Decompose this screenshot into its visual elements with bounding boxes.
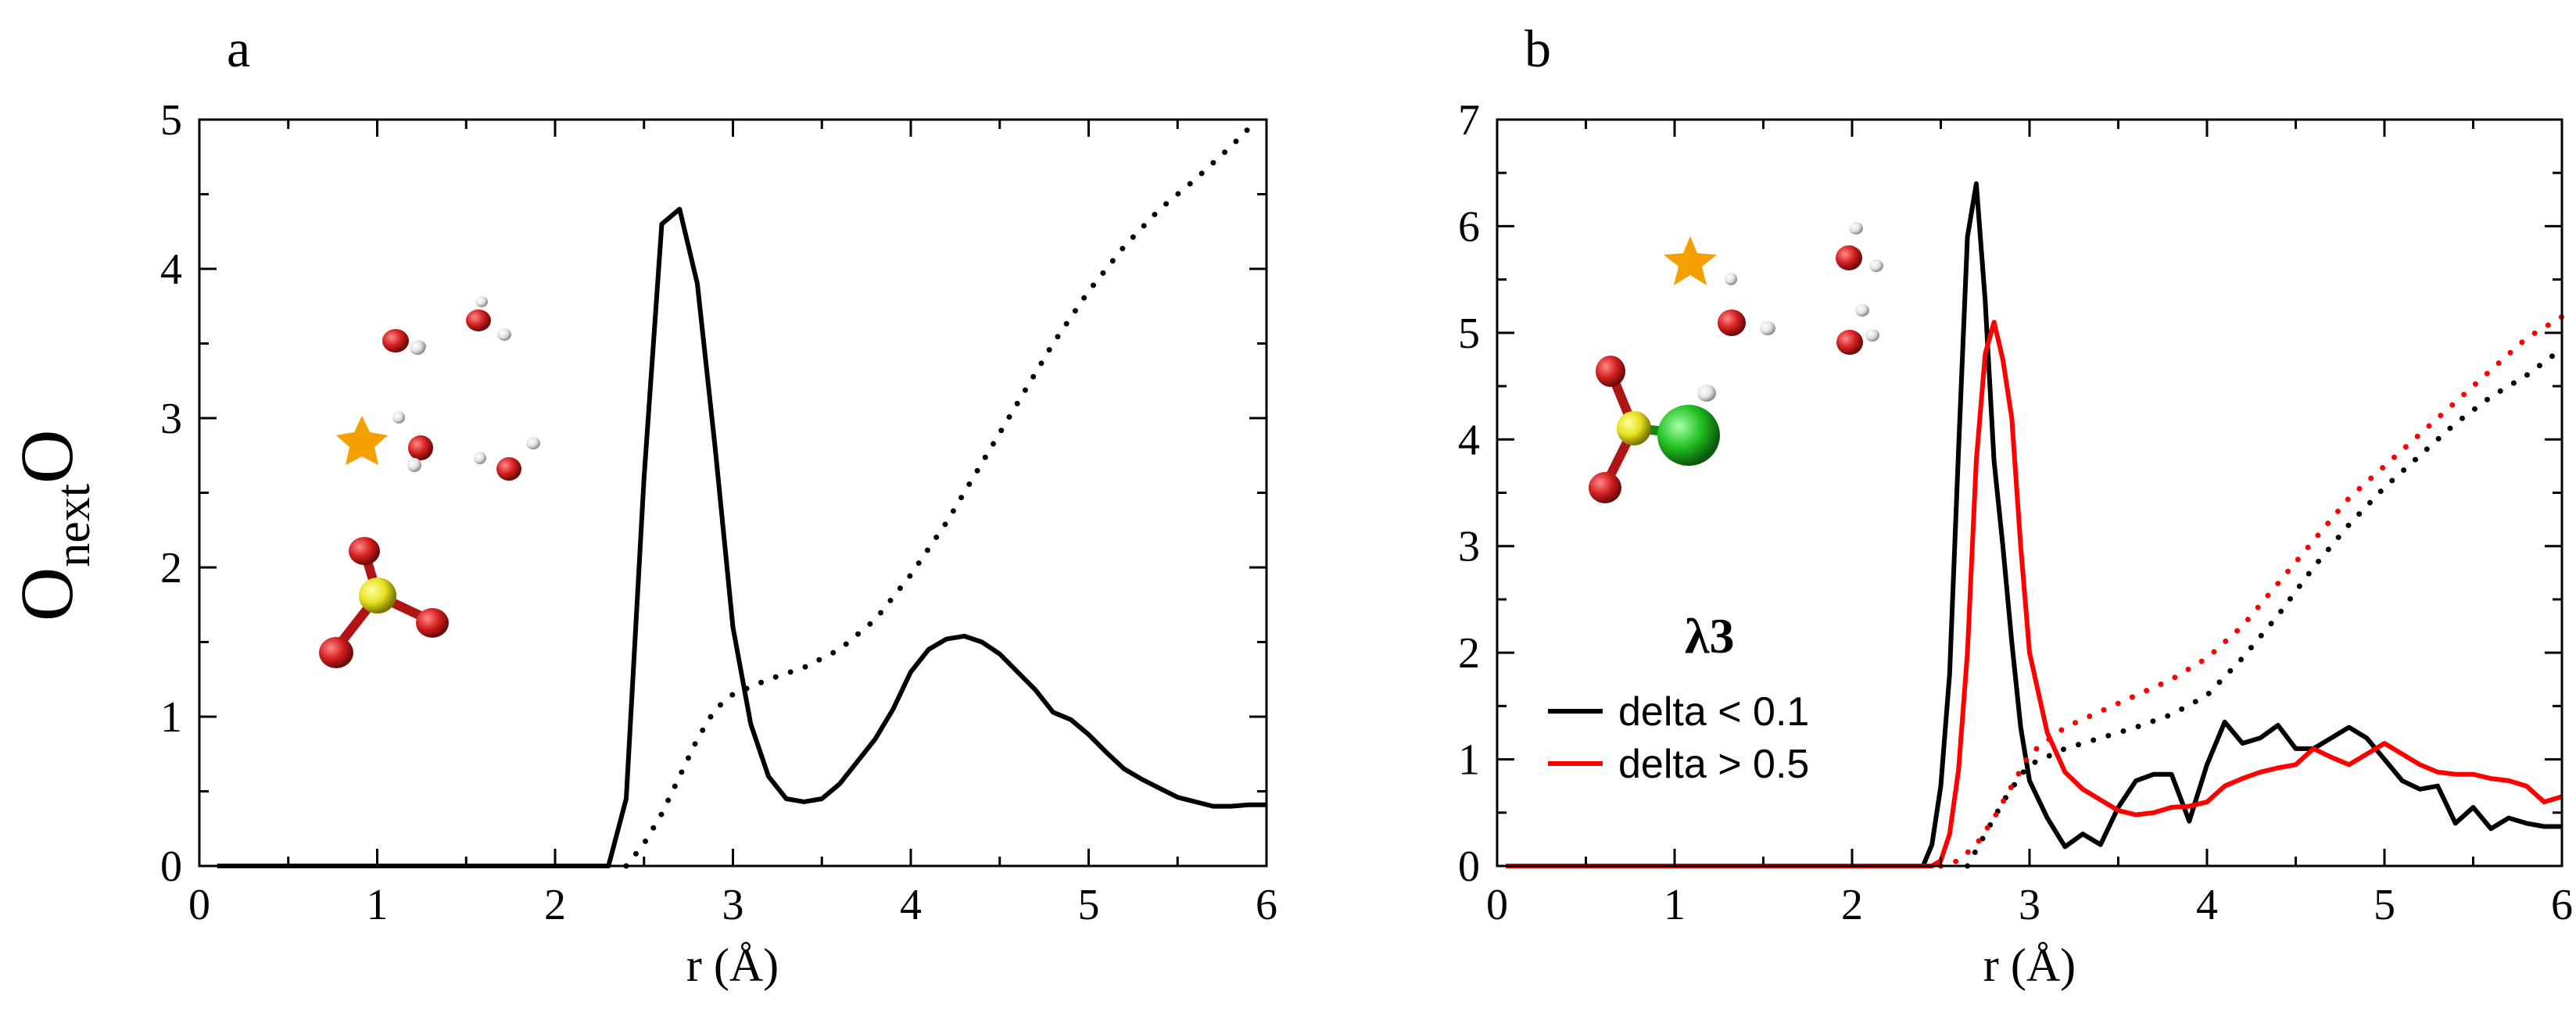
y-axis-title-sub: next	[47, 484, 100, 567]
water-molecule	[466, 296, 511, 341]
panel-b-series	[1506, 181, 2565, 869]
water-molecule	[1836, 304, 1879, 355]
panel-b-ticks: 0 1 2 3 4 5 6 0 1 2 3 4 5 6 7	[1458, 96, 2573, 929]
legend-label-delta-gt: delta > 0.5	[1618, 742, 1809, 787]
y-tick-label: 5	[160, 96, 182, 145]
y-axis-title-main: O	[5, 567, 88, 621]
legend-label-delta-lt: delta < 0.1	[1618, 689, 1809, 735]
water-molecule	[1718, 273, 1775, 336]
x-tick-label: 5	[2374, 881, 2395, 929]
x-tick-label: 6	[1256, 881, 1277, 929]
y-tick-label: 1	[1458, 736, 1480, 785]
y-axis-title: OnextO	[5, 430, 100, 621]
panel-a-series	[217, 116, 1267, 869]
molecule-inset-b	[1589, 222, 1883, 503]
series-line-b-0	[1506, 181, 2562, 868]
y-tick-label: 0	[160, 843, 182, 891]
x-tick-label: 3	[722, 881, 744, 929]
series-dotted-line-b-3	[1938, 313, 2565, 869]
panel-b-xlabel: r (Å)	[1983, 939, 2076, 991]
y-tick-label: 1	[160, 693, 182, 742]
x-tick-label: 0	[1486, 881, 1508, 929]
panel-b-plot: 0 1 2 3 4 5 6 0 1 2 3 4 5 6 7 r (Å) λ3 delta < 0.1 del…	[1458, 96, 2573, 991]
series-line-b-1	[1506, 320, 2563, 868]
molecule-inset-a	[319, 296, 540, 668]
legend-title: λ3	[1685, 608, 1734, 664]
star-marker-icon	[1664, 236, 1717, 285]
y-axis-title-tail: O	[5, 430, 88, 484]
panel-a-ticks: 0 1 2 3 4 5 6 0 1 2 3 4 5	[160, 96, 1277, 929]
x-tick-label: 1	[367, 881, 389, 929]
panel-label-b: b	[1524, 19, 1551, 78]
y-tick-label: 5	[1458, 309, 1480, 358]
x-tick-label: 1	[1664, 881, 1686, 929]
panel-a-xlabel: r (Å)	[686, 939, 779, 991]
x-tick-label: 0	[188, 881, 210, 929]
x-tick-label: 4	[900, 881, 922, 929]
water-molecule	[382, 329, 426, 355]
svg-text:OnextO: OnextO	[5, 430, 100, 621]
water-molecule	[474, 437, 540, 481]
y-tick-label: 3	[160, 395, 182, 443]
sulfate-chloride-complex	[1589, 356, 1720, 503]
sulfate-molecule	[319, 537, 449, 668]
y-tick-label: 2	[160, 544, 182, 592]
water-molecule	[1836, 222, 1883, 272]
panel-a-plot: 0 1 2 3 4 5 6 0 1 2 3 4 5 r (Å)	[160, 96, 1277, 991]
x-tick-label: 5	[1078, 881, 1100, 929]
series-dotted-line-b-2	[1965, 345, 2565, 869]
series-dotted-line-a-1	[623, 116, 1261, 869]
x-tick-label: 3	[2019, 881, 2040, 929]
y-tick-label: 6	[1458, 202, 1480, 251]
y-tick-label: 4	[1458, 416, 1480, 464]
series-line-a-0	[217, 206, 1267, 868]
legend: λ3 delta < 0.1 delta > 0.5	[1548, 608, 1809, 787]
y-tick-label: 7	[1458, 96, 1480, 145]
y-tick-label: 2	[1458, 629, 1480, 678]
water-molecule	[392, 411, 433, 472]
panel-label-a: a	[227, 19, 250, 78]
y-tick-label: 0	[1458, 843, 1480, 891]
star-marker-icon	[336, 416, 388, 465]
y-tick-label: 3	[1458, 523, 1480, 571]
x-tick-label: 2	[544, 881, 566, 929]
x-tick-label: 4	[2196, 881, 2218, 929]
x-tick-label: 2	[1841, 881, 1863, 929]
x-tick-label: 6	[2551, 881, 2573, 929]
y-tick-label: 4	[160, 245, 182, 294]
